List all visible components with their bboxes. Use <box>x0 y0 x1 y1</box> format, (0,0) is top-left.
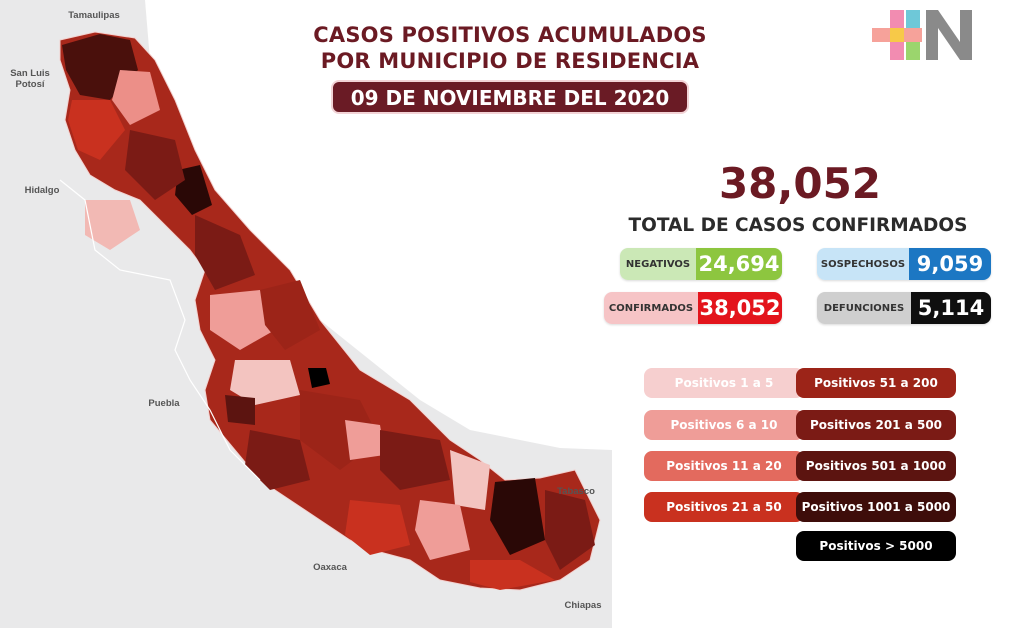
legend-item: Positivos 1001 a 5000 <box>796 492 956 522</box>
title-line-2: POR MUNICIPIO DE RESIDENCIA <box>320 49 700 73</box>
legend-item-label: Positivos 201 a 500 <box>809 418 943 432</box>
legend-item-label: Positivos 21 a 50 <box>666 500 782 514</box>
municipality-mid <box>345 500 410 555</box>
municipality-light <box>210 290 275 350</box>
municipality-darkest <box>308 368 330 388</box>
legend-item: Positivos 6 a 10 <box>644 410 804 440</box>
municipality-light <box>345 420 385 460</box>
state-label-tabasco: Tabasco <box>557 486 595 497</box>
stat-negativos-label: NEGATIVOS <box>620 248 696 280</box>
municipality-mid <box>68 100 125 160</box>
municipality-darkest <box>490 478 545 555</box>
municipality-dark <box>380 430 450 490</box>
municipality-dark <box>225 395 255 425</box>
municipality-dark <box>245 430 310 490</box>
municipality-light <box>230 360 300 405</box>
municipality-light <box>112 70 160 125</box>
municipality-light <box>450 450 490 510</box>
legend-item: Positivos 501 a 1000 <box>796 451 956 481</box>
state-label-hidalgo: Hidalgo <box>24 185 60 196</box>
legend-item: Positivos 11 a 20 <box>644 451 804 481</box>
date-pill: 09 DE NOVIEMBRE DEL 2020 <box>330 80 690 114</box>
legend-item: Positivos 21 a 50 <box>644 492 804 522</box>
state-label-chiapas: Chiapas <box>564 600 602 611</box>
stat-negativos: NEGATIVOS 24,694 <box>620 248 782 280</box>
stat-defunciones-label: DEFUNCIONES <box>817 292 911 324</box>
stat-sospechosos: SOSPECHOSOS 9,059 <box>817 248 991 280</box>
legend-item-label: Positivos 51 a 200 <box>814 376 938 390</box>
state-label-san-luis-potosi: San Luis Potosí <box>10 68 50 90</box>
legend-item-label: Positivos 6 a 10 <box>670 418 778 432</box>
municipality-dark <box>545 490 595 570</box>
stat-sospechosos-label: SOSPECHOSOS <box>817 248 909 280</box>
plus-n-logo <box>872 10 972 60</box>
municipality-dark <box>125 130 185 200</box>
header: CASOS POSITIVOS ACUMULADOS POR MUNICIPIO… <box>280 22 740 114</box>
legend-item-label: Positivos 1 a 5 <box>674 376 774 390</box>
stat-defunciones: DEFUNCIONES 5,114 <box>817 292 991 324</box>
municipality-light <box>85 200 140 250</box>
stat-confirmados-value: 38,052 <box>698 292 782 324</box>
stat-confirmados: CONFIRMADOS 38,052 <box>604 292 782 324</box>
municipality-light <box>415 500 470 560</box>
legend-item: Positivos 51 a 200 <box>796 368 956 398</box>
legend-item: Positivos 1 a 5 <box>644 368 804 398</box>
legend-item-label: Positivos > 5000 <box>819 539 933 553</box>
legend-item: Positivos 201 a 500 <box>796 410 956 440</box>
legend-item: Positivos > 5000 <box>796 531 956 561</box>
legend-item-label: Positivos 11 a 20 <box>666 459 782 473</box>
municipality-mid <box>470 560 555 590</box>
state-label-oaxaca: Oaxaca <box>313 562 347 573</box>
legend-item-label: Positivos 1001 a 5000 <box>801 500 951 514</box>
state-label-puebla: Puebla <box>148 398 180 409</box>
total-confirmed-label: TOTAL DE CASOS CONFIRMADOS <box>628 215 968 236</box>
stat-negativos-value: 24,694 <box>696 248 782 280</box>
stat-defunciones-value: 5,114 <box>911 292 991 324</box>
municipality-mid <box>195 215 255 290</box>
state-label-tamaulipas: Tamaulipas <box>68 10 120 21</box>
title-line-1: CASOS POSITIVOS ACUMULADOS <box>313 23 707 47</box>
municipality-dark <box>260 280 320 350</box>
total-confirmed-value: 38,052 <box>718 159 882 208</box>
legend-item-label: Positivos 501 a 1000 <box>805 459 947 473</box>
stat-sospechosos-value: 9,059 <box>909 248 991 280</box>
stat-confirmados-label: CONFIRMADOS <box>604 292 698 324</box>
state-border <box>59 179 261 481</box>
